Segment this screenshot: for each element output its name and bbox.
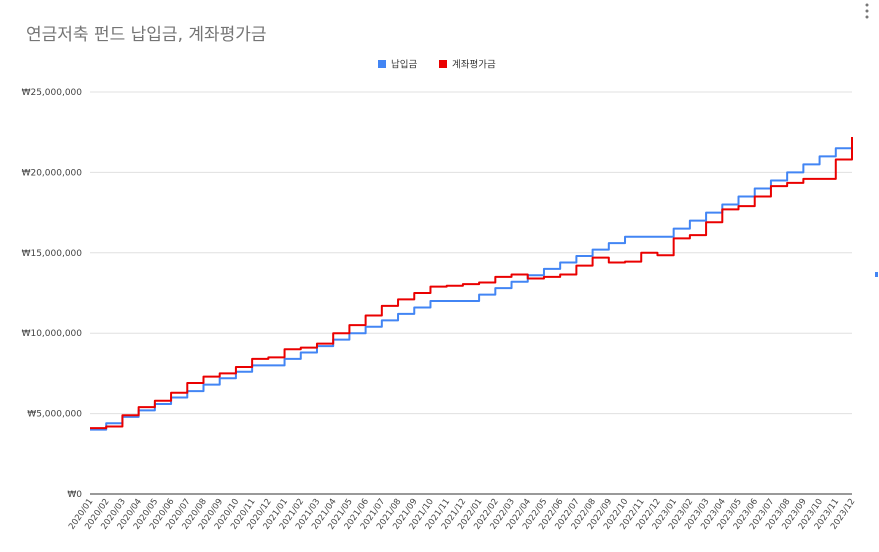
series-lines [90, 137, 853, 431]
legend-label: 납입금 [391, 59, 417, 71]
series-line-1 [90, 137, 853, 430]
scroll-indicator [875, 272, 878, 277]
series-line-0 [90, 140, 853, 431]
y-tick-label: ₩15,000,000 [22, 249, 83, 259]
y-tick-label: ₩20,000,000 [22, 168, 83, 178]
y-tick-label: ₩5,000,000 [27, 410, 82, 420]
axes: ₩0 ₩5,000,000 ₩10,000,000 ₩15,000,000 ₩20,00… [22, 88, 858, 532]
y-tick-label: ₩0 [67, 490, 82, 500]
chart-title: 연금저축 펀드 납입금, 계좌평가금 [26, 25, 267, 45]
legend-label: 계좌평가금 [452, 59, 496, 71]
y-tick-label: ₩10,000,000 [22, 329, 83, 339]
legend-swatch [439, 60, 447, 68]
legend-swatch [378, 60, 386, 68]
more-options-icon[interactable] [862, 2, 872, 20]
y-tick-label: ₩25,000,000 [22, 88, 83, 98]
gridlines [90, 91, 852, 415]
legend: 납입금 계좌평가금 [378, 59, 496, 71]
